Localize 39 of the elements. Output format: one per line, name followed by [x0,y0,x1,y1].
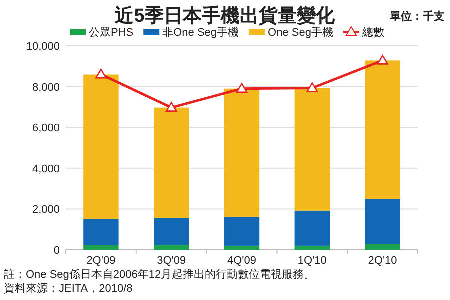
bar [84,74,119,220]
y-tick-label: 0 [54,245,60,257]
point [236,83,248,93]
point [96,68,107,79]
legend-label: One Seg手機 [268,26,334,39]
bar [224,88,260,217]
bar [154,218,190,246]
y-tick-label: 4,000 [32,163,60,176]
bar [294,246,330,250]
bar [365,199,400,244]
bar [84,219,119,246]
bar [154,246,190,250]
legend-label: 公眾PHS [89,27,134,39]
point [166,102,178,112]
bar [294,210,330,246]
legend-label: 非One Seg手機 [162,26,240,39]
x-tick-label: 2Q'10 [368,255,398,267]
x-tick-label: 4Q'09 [227,255,257,267]
legend-label: 總數 [361,27,384,39]
chart-title: 近5季日本手機出貨量變化 [114,5,336,27]
point [306,82,318,92]
x-tick-label: 2Q'09 [86,255,116,267]
y-tick-label: 8,000 [32,82,60,94]
bar [365,60,400,200]
bar [365,244,400,250]
point [377,55,388,65]
bar [84,245,119,250]
source-note: 資料來源：JEITA，2010/8 [4,282,133,295]
bar [294,88,330,211]
y-tick-label: 10,000 [26,41,60,53]
x-tick-label: 3Q'09 [157,255,186,267]
bar [224,246,260,250]
y-tick-label: 6,000 [32,122,60,135]
x-tick-label: 1Q'10 [298,255,327,267]
text: 註：One Seg係日本自2006年12月起推出的行動數位電視服務。 [4,268,316,281]
bar [154,108,190,218]
y-tick-label: 2,000 [32,204,60,216]
y-axis-title: 單位：千支 [389,10,445,23]
bar [224,216,260,246]
